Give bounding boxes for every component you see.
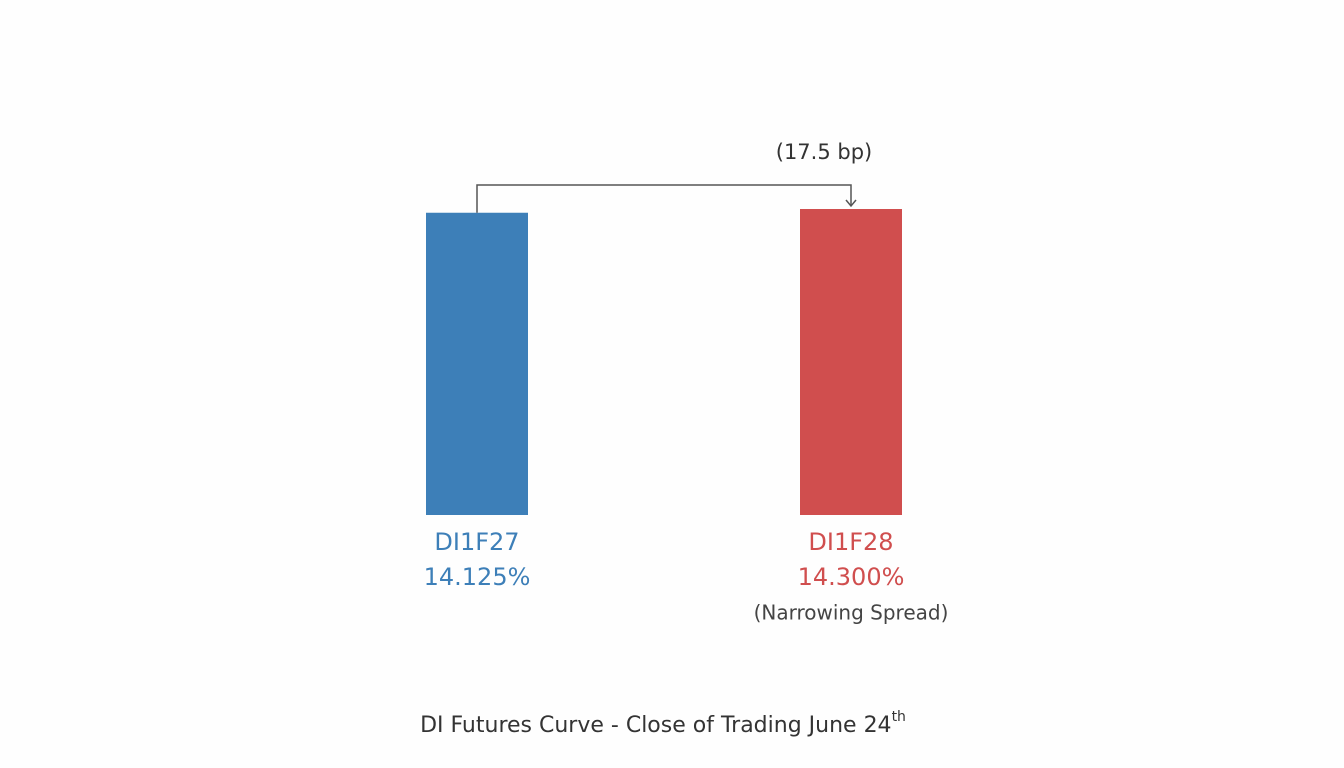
value-label: 14.125%: [424, 563, 531, 591]
value-label: 14.300%: [798, 563, 905, 591]
bar: [426, 212, 528, 515]
chart-title: DI Futures Curve - Close of Trading June…: [420, 709, 906, 738]
spread-bracket: [476, 184, 852, 213]
category-label: DI1F27: [434, 528, 519, 556]
note-label: (Narrowing Spread): [754, 601, 949, 625]
category-label: DI1F28: [808, 528, 893, 556]
title-text: DI Futures Curve - Close of Trading June…: [420, 713, 892, 738]
spread-arrowhead: [845, 199, 857, 208]
bar: [800, 209, 902, 515]
spread-label: (17.5 bp): [776, 140, 872, 164]
title-superscript: th: [892, 709, 906, 725]
